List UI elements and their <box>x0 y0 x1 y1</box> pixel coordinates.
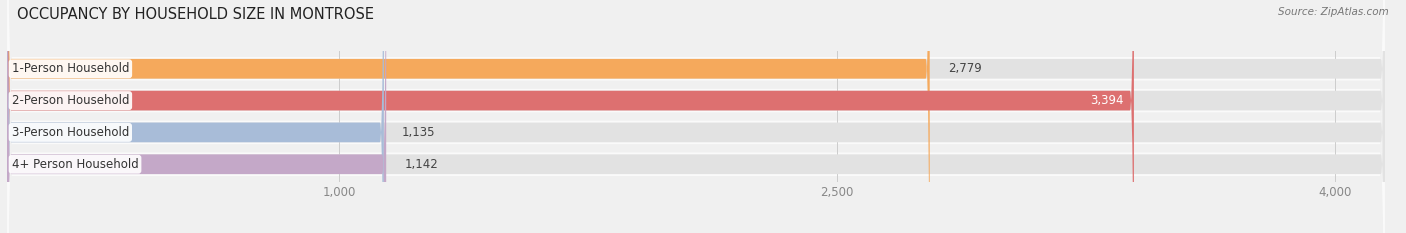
Text: 1-Person Household: 1-Person Household <box>11 62 129 75</box>
Text: 2-Person Household: 2-Person Household <box>11 94 129 107</box>
Text: 1,142: 1,142 <box>405 158 439 171</box>
Text: 4+ Person Household: 4+ Person Household <box>11 158 138 171</box>
Text: 3,394: 3,394 <box>1091 94 1123 107</box>
FancyBboxPatch shape <box>7 0 929 233</box>
FancyBboxPatch shape <box>7 0 1385 233</box>
FancyBboxPatch shape <box>7 0 1385 233</box>
Text: 1,135: 1,135 <box>402 126 436 139</box>
Text: 2,779: 2,779 <box>948 62 981 75</box>
FancyBboxPatch shape <box>7 0 1385 233</box>
FancyBboxPatch shape <box>7 0 1385 233</box>
Text: Source: ZipAtlas.com: Source: ZipAtlas.com <box>1278 7 1389 17</box>
Text: OCCUPANCY BY HOUSEHOLD SIZE IN MONTROSE: OCCUPANCY BY HOUSEHOLD SIZE IN MONTROSE <box>17 7 374 22</box>
Text: 3-Person Household: 3-Person Household <box>11 126 129 139</box>
FancyBboxPatch shape <box>7 0 1385 233</box>
FancyBboxPatch shape <box>7 0 1385 233</box>
FancyBboxPatch shape <box>7 0 384 233</box>
FancyBboxPatch shape <box>7 0 1133 233</box>
FancyBboxPatch shape <box>7 0 1385 233</box>
FancyBboxPatch shape <box>7 0 1385 233</box>
FancyBboxPatch shape <box>7 0 387 233</box>
